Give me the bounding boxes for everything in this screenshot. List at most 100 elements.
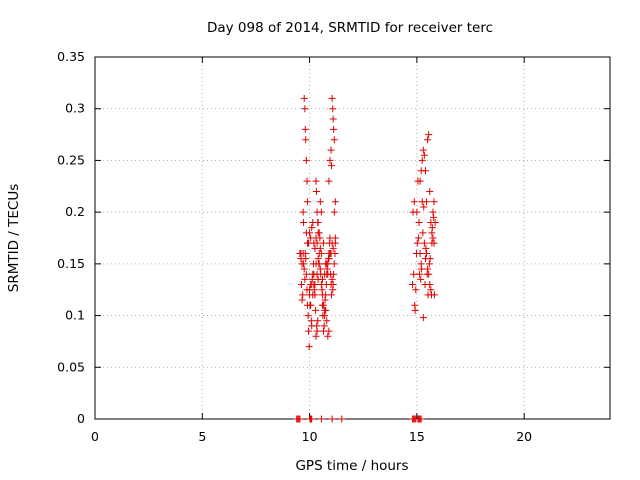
data-point <box>312 234 320 242</box>
data-point <box>327 146 335 154</box>
data-point <box>302 229 310 237</box>
data-point <box>311 281 319 289</box>
data-point <box>324 332 332 340</box>
y-tick-label: 0.25 <box>57 152 85 167</box>
y-axis-label: SRMTID / TECUs <box>6 184 22 292</box>
data-point <box>325 255 333 263</box>
data-point <box>329 115 337 123</box>
data-point <box>300 94 308 102</box>
data-point <box>316 198 324 206</box>
data-point <box>302 255 310 263</box>
data-point <box>417 415 425 423</box>
chart-title: Day 098 of 2014, SRMTID for receiver ter… <box>207 20 493 36</box>
data-point <box>313 327 321 335</box>
data-point <box>302 156 310 164</box>
data-point <box>327 162 335 170</box>
data-point <box>314 218 322 226</box>
data-point <box>327 291 335 299</box>
data-point <box>321 312 329 320</box>
data-point <box>410 198 418 206</box>
data-point <box>425 270 433 278</box>
data-point <box>420 203 428 211</box>
data-point <box>415 218 423 226</box>
data-point <box>329 281 337 289</box>
data-point <box>311 244 319 252</box>
data-point <box>312 306 320 314</box>
data-point <box>418 156 426 164</box>
data-point <box>302 136 310 144</box>
data-point <box>320 301 328 309</box>
data-point <box>420 151 428 159</box>
data-point <box>301 275 309 283</box>
data-point <box>312 187 320 195</box>
data-point <box>423 250 431 258</box>
data-point <box>308 224 316 232</box>
data-point <box>412 250 420 258</box>
data-point <box>426 281 434 289</box>
data-point <box>317 250 325 258</box>
data-point <box>420 239 428 247</box>
data-point <box>317 208 325 216</box>
data-point <box>314 255 322 263</box>
data-point <box>430 198 438 206</box>
x-tick-label: 20 <box>516 429 532 444</box>
data-point <box>330 136 338 144</box>
data-point <box>314 317 322 325</box>
y-tick-label: 0.1 <box>65 308 85 323</box>
data-point <box>321 296 329 304</box>
data-point <box>312 332 320 340</box>
data-point <box>323 317 331 325</box>
data-point <box>329 244 337 252</box>
data-point <box>322 260 330 268</box>
data-point <box>424 136 432 144</box>
data-point <box>303 177 311 185</box>
data-point <box>429 208 437 216</box>
data-point <box>326 250 334 258</box>
data-point <box>328 415 336 423</box>
data-point <box>328 275 336 283</box>
data-point <box>423 198 431 206</box>
data-point <box>306 286 314 294</box>
data-point <box>331 198 339 206</box>
data-point <box>303 239 311 247</box>
data-point <box>331 234 339 242</box>
data-point <box>409 208 417 216</box>
data-point <box>338 415 346 423</box>
data-point <box>430 213 438 221</box>
data-point <box>300 265 308 273</box>
data-point <box>299 208 307 216</box>
y-tick-label: 0.3 <box>65 101 85 116</box>
data-point <box>299 291 307 299</box>
data-point <box>419 146 427 154</box>
data-point <box>431 218 439 226</box>
data-point <box>409 281 417 289</box>
data-point <box>298 260 306 268</box>
data-point <box>318 291 326 299</box>
data-point <box>428 224 436 232</box>
data-point <box>413 239 421 247</box>
data-point <box>328 239 336 247</box>
grid <box>95 57 610 419</box>
axis-ticks: 0 5 10 15 20 0 0.05 0.1 0.15 0.2 0.25 0.3 0.35 <box>57 49 610 444</box>
data-point <box>303 198 311 206</box>
data-point <box>430 291 438 299</box>
data-point <box>296 415 304 423</box>
data-point <box>305 343 313 351</box>
data-point <box>305 327 313 335</box>
data-point <box>312 177 320 185</box>
data-point <box>308 415 316 423</box>
data-point <box>330 260 338 268</box>
data-point <box>309 291 317 299</box>
data-point <box>329 105 337 113</box>
data-point <box>325 327 333 335</box>
data-point <box>426 187 434 195</box>
data-point <box>421 255 429 263</box>
data-point <box>317 415 325 423</box>
data-point <box>301 105 309 113</box>
data-point <box>412 286 420 294</box>
data-point <box>427 286 435 294</box>
data-points <box>293 94 439 423</box>
data-point <box>298 296 306 304</box>
data-point <box>315 260 323 268</box>
